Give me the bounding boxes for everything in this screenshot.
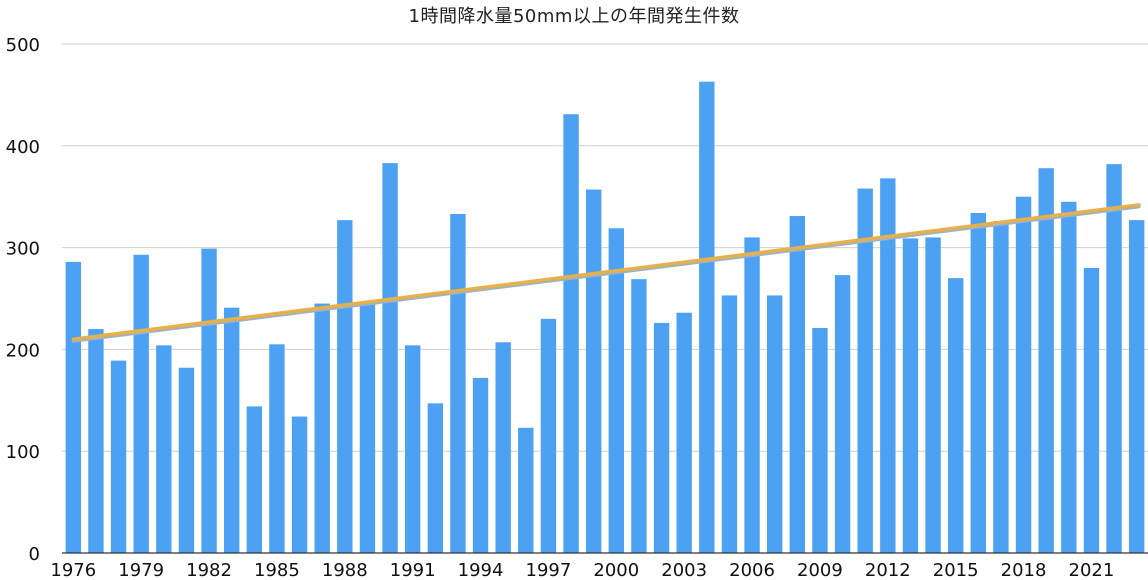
bar-1983 <box>223 307 240 553</box>
x-tick-label: 1985 <box>254 560 300 580</box>
bar-1978 <box>110 360 127 553</box>
y-axis-tick-labels: 0 100 200 300 400 500 <box>6 35 40 565</box>
bar-2011 <box>857 188 873 553</box>
bar-1995 <box>495 342 511 553</box>
x-tick-label: 2003 <box>661 560 707 580</box>
bar-2000 <box>608 228 625 553</box>
gridlines <box>62 43 1148 452</box>
x-tick-label: 1991 <box>390 560 436 580</box>
bar-2022 <box>1106 164 1122 553</box>
bar-2018 <box>1015 196 1032 553</box>
y-tick-label: 500 <box>6 35 40 56</box>
bar-2021 <box>1083 267 1100 553</box>
trend-line-shadow <box>71 205 1141 343</box>
bar-1996 <box>518 427 534 553</box>
x-tick-label: 2006 <box>729 560 775 580</box>
bar-1993 <box>450 214 466 554</box>
bar-1992 <box>427 403 444 553</box>
x-tick-label: 2021 <box>1069 560 1115 580</box>
bar-2001 <box>631 279 647 553</box>
bar-1991 <box>404 345 421 553</box>
bar-2005 <box>721 295 738 553</box>
x-tick-label: 2015 <box>933 560 979 580</box>
bar-2010 <box>834 275 851 553</box>
bar-1976 <box>65 261 82 553</box>
x-tick-label: 1997 <box>526 560 572 580</box>
bar-1988 <box>337 220 353 553</box>
bar-1980 <box>156 345 172 553</box>
chart-title: 1時間降水量50mm以上の年間発生件数 <box>408 6 740 27</box>
bar-2023 <box>1128 220 1145 553</box>
x-axis-tick-labels: 1976 1979 1982 1985 1988 1991 1994 1997 2000 2003… <box>50 560 1114 580</box>
bar-2016 <box>970 212 987 553</box>
trend-line <box>71 203 1141 343</box>
bar-1998 <box>563 114 579 553</box>
bar-1989 <box>359 301 376 553</box>
bars <box>65 81 1145 554</box>
bar-2008 <box>789 216 806 554</box>
x-tick-label: 2012 <box>865 560 911 580</box>
bar-2006 <box>744 237 760 554</box>
bar-1982 <box>201 248 217 554</box>
bar-1984 <box>246 406 263 553</box>
bar-2004 <box>699 81 715 553</box>
x-tick-label: 1976 <box>50 560 96 580</box>
bar-1997 <box>540 318 557 553</box>
bar-2002 <box>653 322 670 553</box>
x-tick-label: 2009 <box>797 560 843 580</box>
x-tick-label: 1994 <box>458 560 504 580</box>
x-tick-label: 1988 <box>322 560 368 580</box>
bar-1977 <box>88 329 104 553</box>
bar-1999 <box>585 189 602 553</box>
y-tick-label: 100 <box>6 442 40 463</box>
bar-2012 <box>880 178 896 553</box>
y-tick-label: 200 <box>6 340 40 361</box>
bar-2013 <box>902 238 919 554</box>
bar-1994 <box>472 377 489 553</box>
y-tick-label: 300 <box>6 239 40 260</box>
bar-1981 <box>178 367 195 553</box>
x-tick-label: 1979 <box>118 560 164 580</box>
bar-2003 <box>676 312 692 553</box>
x-tick-label: 2018 <box>1001 560 1047 580</box>
bar-2020 <box>1061 201 1077 554</box>
x-tick-label: 1982 <box>186 560 232 580</box>
bar-2015 <box>947 278 964 553</box>
bar-2014 <box>925 237 941 554</box>
bar-1985 <box>269 344 285 553</box>
bar-2007 <box>766 295 783 553</box>
bar-1990 <box>382 163 398 553</box>
bar-1987 <box>314 303 330 553</box>
bar-1986 <box>291 416 308 553</box>
y-tick-label: 0 <box>29 544 40 565</box>
trend-line-path <box>71 203 1141 341</box>
bar-1979 <box>133 254 149 553</box>
bar-2009 <box>812 328 828 553</box>
x-tick-label: 2000 <box>593 560 639 580</box>
bar-2019 <box>1038 168 1054 554</box>
bar-2017 <box>993 221 1009 553</box>
y-tick-label: 400 <box>6 137 40 158</box>
